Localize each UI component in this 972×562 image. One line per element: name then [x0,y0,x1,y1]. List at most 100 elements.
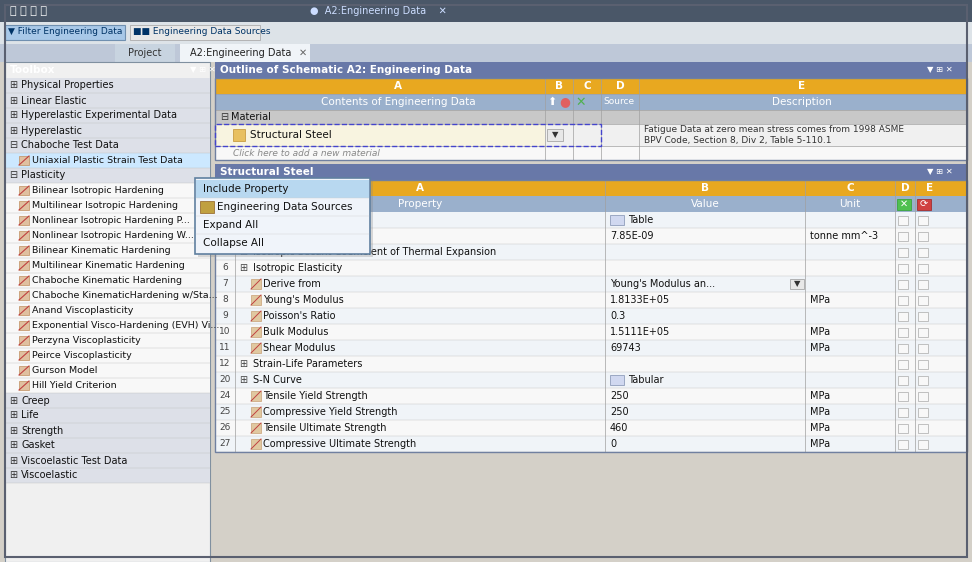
Bar [19,201,29,210]
Text: Physical Properties: Physical Properties [21,80,114,90]
Bar [898,344,908,353]
Bar [19,156,29,165]
Text: Hyperelastic: Hyperelastic [21,125,82,135]
Bar [215,292,967,308]
Text: 27: 27 [220,439,230,448]
Text: E: E [926,183,933,193]
Bar [918,216,928,225]
Bar [5,78,210,562]
Text: 1.5111E+05: 1.5111E+05 [610,327,671,337]
Bar [898,376,908,385]
Text: Engineering Data Sources: Engineering Data Sources [217,202,353,212]
Bar [0,22,972,44]
Bar [215,420,967,436]
Text: MPa: MPa [810,295,830,305]
Text: ⊞: ⊞ [9,470,17,481]
Bar [898,328,908,337]
Bar [5,62,210,78]
Text: tonne mm^-3: tonne mm^-3 [810,231,878,241]
Bar [215,404,967,420]
Text: Anand Viscoplasticity: Anand Viscoplasticity [32,306,133,315]
Text: Fatigue Data at zero mean stress comes from 1998 ASME
BPV Code, Section 8, Div 2: Fatigue Data at zero mean stress comes f… [644,125,904,144]
Bar [215,196,967,212]
Text: Peirce Viscoplasticity: Peirce Viscoplasticity [32,351,132,360]
Text: MPa: MPa [810,423,830,433]
Bar [5,243,210,258]
Bar [917,199,931,210]
Bar [251,423,261,433]
Text: 460: 460 [610,423,628,433]
Text: Density: Density [263,231,300,241]
Bar [5,303,210,318]
Bar [215,436,967,452]
Bar [19,306,29,315]
Bar [233,129,245,141]
Text: ⬆: ⬆ [547,97,556,107]
Text: Tabular: Tabular [628,375,664,385]
Bar [918,392,928,401]
Bar [215,180,967,196]
Bar [918,344,928,353]
Bar [251,343,261,353]
Bar [195,178,370,254]
Text: Shear Modulus: Shear Modulus [263,343,335,353]
Text: MPa: MPa [810,439,830,449]
Text: ✕: ✕ [575,96,585,108]
Bar [5,108,210,123]
Bar [5,423,210,438]
Text: B: B [701,183,709,193]
Text: MPa: MPa [810,407,830,417]
Text: ⊞: ⊞ [239,263,247,273]
Bar [5,78,210,93]
Bar [898,440,908,449]
Bar [5,198,210,213]
Text: A: A [416,183,424,193]
Text: Bilinear Isotropic Hardening: Bilinear Isotropic Hardening [32,186,164,195]
Bar [5,258,210,273]
Bar [5,453,210,468]
Text: ⊞: ⊞ [239,247,247,257]
Bar [5,438,210,453]
Bar [251,279,261,289]
Bar [215,260,967,276]
Bar [898,280,908,289]
Bar [5,408,210,423]
Text: B: B [555,81,563,91]
Bar [215,164,967,180]
Bar [215,372,967,388]
Bar [898,232,908,241]
Text: ■■ Engineering Data Sources: ■■ Engineering Data Sources [133,28,270,37]
Text: 2: 2 [223,215,227,224]
Text: ●: ● [559,96,570,108]
Bar [5,288,210,303]
Bar [19,261,29,270]
Bar [545,124,967,146]
Bar [918,440,928,449]
Text: ⊞: ⊞ [9,410,17,420]
Text: Expand All: Expand All [203,220,259,230]
Text: Value: Value [691,199,719,209]
Bar [898,312,908,321]
Bar [898,392,908,401]
Bar [215,94,967,110]
Text: Outline of Schematic A2: Engineering Data: Outline of Schematic A2: Engineering Dat… [220,65,472,75]
Text: C: C [583,81,591,91]
Text: Click here to add a new material: Click here to add a new material [233,148,380,157]
Bar [918,280,928,289]
Bar [215,340,967,356]
Bar [251,327,261,337]
Text: 0.3: 0.3 [610,311,625,321]
Text: D: D [615,81,624,91]
Text: ✕: ✕ [900,199,908,209]
Bar [5,468,210,483]
Bar [5,25,125,40]
Bar [215,244,967,260]
Bar [215,324,967,340]
Bar [215,110,967,124]
Text: Plasticity: Plasticity [21,170,65,180]
Text: Compressive Yield Strength: Compressive Yield Strength [263,407,398,417]
Text: Material Field Variables: Material Field Variables [253,215,366,225]
Text: 12: 12 [220,360,230,369]
Text: Uniaxial Plastic Strain Test Data: Uniaxial Plastic Strain Test Data [32,156,183,165]
Text: Exponential Visco-Hardening (EVH) Vi...: Exponential Visco-Hardening (EVH) Vi... [32,321,220,330]
